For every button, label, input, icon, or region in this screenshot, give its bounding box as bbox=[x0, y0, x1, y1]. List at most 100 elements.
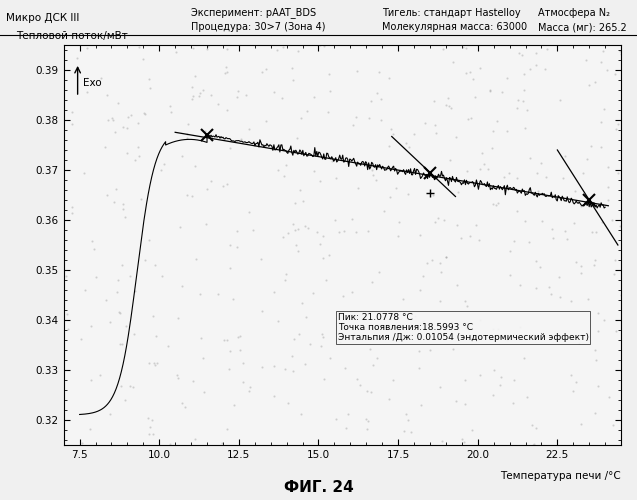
Point bbox=[107, 114, 117, 122]
Point bbox=[96, 74, 106, 82]
Point bbox=[410, 312, 420, 320]
Point bbox=[401, 139, 411, 147]
Point bbox=[349, 328, 359, 336]
Point bbox=[269, 288, 279, 296]
Point bbox=[571, 378, 582, 386]
Point bbox=[434, 298, 445, 306]
Point bbox=[538, 190, 548, 198]
Point bbox=[502, 74, 512, 82]
Point bbox=[108, 116, 118, 124]
Point bbox=[111, 184, 121, 192]
Point bbox=[361, 414, 371, 422]
Point bbox=[486, 182, 496, 190]
Point bbox=[351, 228, 361, 236]
Point bbox=[589, 256, 599, 264]
Point bbox=[176, 282, 187, 290]
Point bbox=[173, 374, 183, 382]
Point bbox=[475, 164, 485, 172]
Point bbox=[398, 294, 408, 302]
Point bbox=[505, 271, 515, 279]
Point bbox=[491, 200, 501, 208]
Text: ФИГ. 24: ФИГ. 24 bbox=[283, 480, 354, 495]
Point bbox=[323, 108, 333, 116]
Point bbox=[256, 256, 266, 264]
Point bbox=[218, 182, 228, 190]
Point bbox=[354, 322, 364, 330]
Point bbox=[466, 114, 476, 122]
Point bbox=[458, 332, 468, 340]
Point bbox=[443, 94, 453, 102]
Point bbox=[320, 276, 331, 284]
Point bbox=[578, 170, 589, 177]
Point bbox=[197, 86, 208, 94]
Point bbox=[130, 156, 140, 164]
Point bbox=[509, 238, 519, 246]
Point bbox=[114, 308, 124, 316]
Point bbox=[576, 202, 586, 210]
Point bbox=[155, 166, 166, 173]
Point bbox=[439, 216, 449, 224]
Point bbox=[129, 287, 140, 295]
Point bbox=[269, 88, 279, 96]
Point bbox=[613, 120, 624, 128]
Point bbox=[308, 290, 318, 298]
Point bbox=[440, 252, 450, 260]
Point bbox=[334, 228, 344, 236]
Point bbox=[352, 66, 362, 74]
Point bbox=[272, 46, 282, 54]
Point bbox=[347, 312, 357, 320]
Point bbox=[531, 284, 541, 292]
Point bbox=[483, 166, 493, 173]
Point bbox=[113, 276, 123, 284]
Point bbox=[68, 108, 78, 116]
Point bbox=[187, 96, 197, 104]
Point bbox=[324, 70, 334, 78]
Point bbox=[163, 342, 173, 349]
Point bbox=[557, 174, 568, 182]
Point bbox=[554, 272, 564, 280]
Point bbox=[143, 236, 154, 244]
Point bbox=[283, 229, 293, 237]
Point bbox=[599, 106, 610, 114]
Point bbox=[456, 234, 466, 241]
Point bbox=[257, 68, 268, 76]
Point bbox=[475, 64, 485, 72]
Point bbox=[457, 436, 468, 444]
Point bbox=[378, 207, 389, 215]
Point bbox=[363, 418, 373, 426]
Point bbox=[220, 68, 231, 76]
Point bbox=[182, 130, 192, 138]
Point bbox=[108, 198, 118, 206]
Point bbox=[470, 93, 480, 101]
Point bbox=[340, 364, 350, 372]
Point bbox=[366, 388, 376, 396]
Text: Молекулярная масса: 63000: Молекулярная масса: 63000 bbox=[382, 22, 527, 32]
Point bbox=[613, 169, 623, 177]
Point bbox=[331, 416, 341, 424]
Point bbox=[513, 96, 523, 104]
Point bbox=[238, 378, 248, 386]
Point bbox=[79, 169, 89, 177]
Point bbox=[475, 371, 485, 379]
Point bbox=[364, 114, 374, 122]
Point bbox=[145, 358, 155, 366]
Point bbox=[149, 359, 159, 367]
Point bbox=[296, 114, 306, 122]
Point bbox=[85, 376, 96, 384]
Point bbox=[452, 281, 462, 289]
Point bbox=[430, 218, 440, 226]
Point bbox=[390, 184, 401, 192]
Point bbox=[576, 269, 586, 277]
Point bbox=[413, 364, 424, 372]
Point bbox=[143, 414, 154, 422]
Point bbox=[147, 416, 157, 424]
Point bbox=[366, 96, 376, 104]
Point bbox=[489, 366, 499, 374]
Point bbox=[449, 324, 459, 332]
Point bbox=[229, 400, 240, 408]
Point bbox=[488, 324, 498, 332]
Point bbox=[206, 91, 216, 99]
Point bbox=[427, 256, 437, 264]
Point bbox=[590, 346, 600, 354]
Point bbox=[468, 74, 478, 82]
